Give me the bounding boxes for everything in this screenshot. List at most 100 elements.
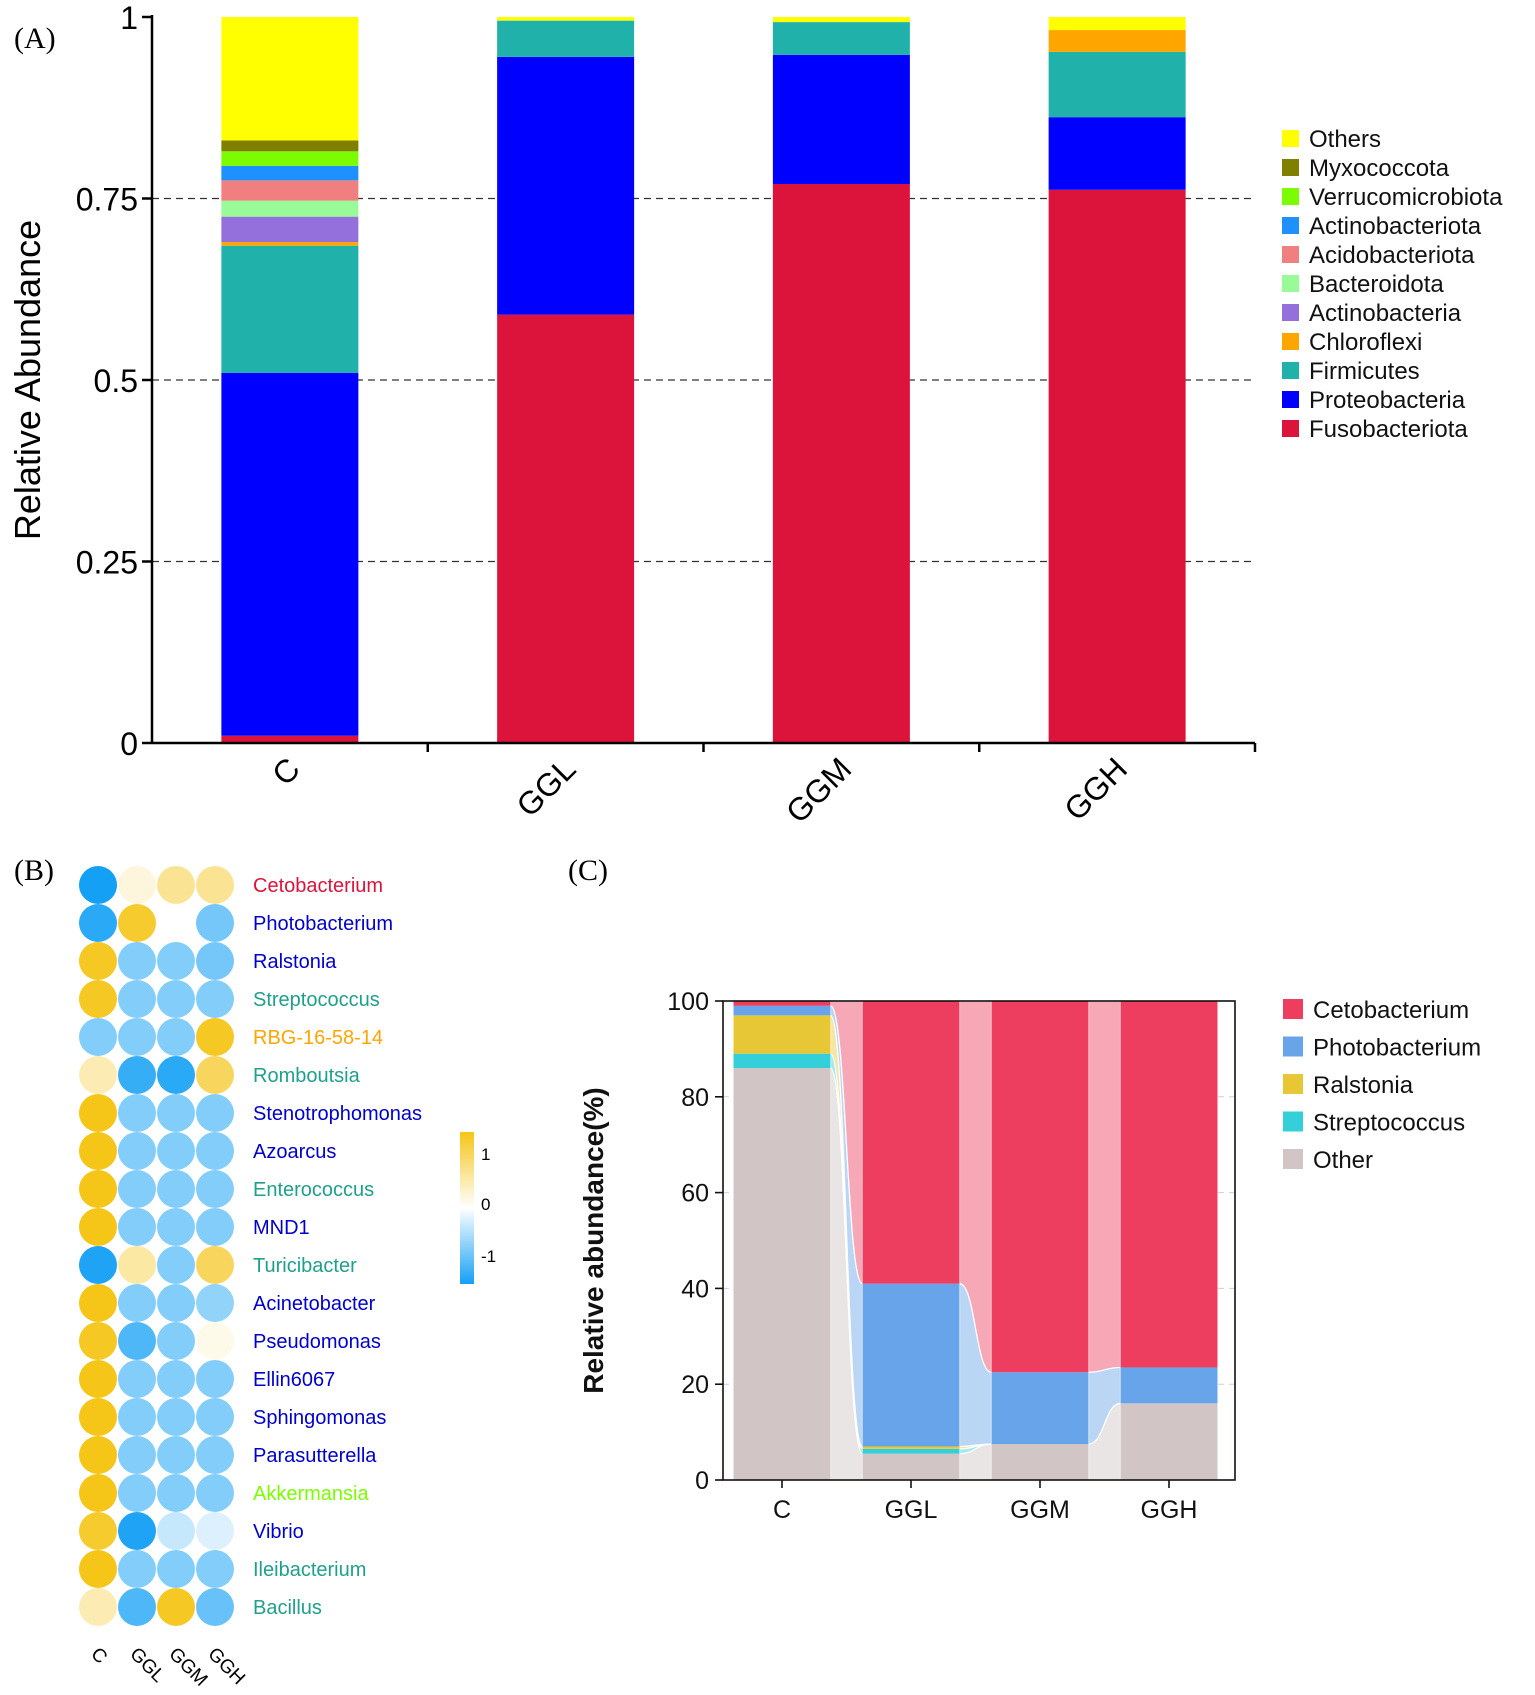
- heatmap-cell: [196, 866, 234, 904]
- legend-label: Other: [1313, 1147, 1373, 1174]
- heatmap-cell: [157, 1436, 195, 1474]
- y-tick-label: 60: [681, 1180, 709, 1208]
- bar-segment: [733, 1053, 831, 1069]
- bar-segment: [862, 1001, 960, 1284]
- legend-label: Streptococcus: [1313, 1110, 1465, 1137]
- legend-swatch: [1282, 217, 1299, 234]
- heatmap-cell: [118, 1018, 156, 1056]
- legend-swatch: [1282, 275, 1299, 292]
- heatmap-cell: [118, 980, 156, 1018]
- legend-swatch: [1282, 188, 1299, 205]
- y-tick-label: 40: [681, 1275, 709, 1303]
- legend-label: Myxococcota: [1309, 155, 1450, 182]
- x-tick-label: GGM: [779, 750, 859, 830]
- heatmap-cell: [196, 1018, 234, 1056]
- bar-segment: [1048, 51, 1186, 118]
- heatmap-row-label: Bacillus: [253, 1597, 322, 1619]
- heatmap-cell: [157, 1094, 195, 1132]
- heatmap-cell: [79, 1436, 117, 1474]
- heatmap-cell: [118, 1588, 156, 1626]
- heatmap-cell: [157, 1170, 195, 1208]
- bar-segment: [221, 140, 359, 152]
- heatmap-cell: [118, 1056, 156, 1094]
- heatmap-cell: [79, 1360, 117, 1398]
- heatmap-cell: [196, 1246, 234, 1284]
- x-tick-label: C: [773, 1496, 791, 1524]
- heatmap-cell: [118, 1246, 156, 1284]
- bar-segment: [221, 242, 359, 246]
- panel-c: (C) 0 20 40 60 80 100 C GGL GGM GGH Relative abund…: [568, 854, 1481, 1524]
- heatmap-cell: [79, 1208, 117, 1246]
- heatmap-cell: [79, 1512, 117, 1550]
- heatmap-row-label: Stenotrophomonas: [253, 1103, 422, 1125]
- heatmap-cell: [157, 1550, 195, 1588]
- heatmap-cell: [196, 1550, 234, 1588]
- heatmap-cell: [79, 866, 117, 904]
- heatmap-row-label: Ralstonia: [253, 951, 337, 973]
- bar-segment: [497, 56, 635, 315]
- heatmap-cell: [118, 1094, 156, 1132]
- colorbar-tick-label: -1: [481, 1247, 496, 1266]
- bar-segment: [221, 735, 359, 743]
- heatmap-row-label: Enterococcus: [253, 1179, 374, 1201]
- legend-swatch: [1283, 1111, 1303, 1132]
- heatmap-row-label: Streptococcus: [253, 989, 380, 1011]
- heatmap-cell: [79, 1474, 117, 1512]
- y-tick-label: 80: [681, 1084, 709, 1112]
- heatmap-column-label: C: [86, 1644, 111, 1669]
- heatmap-cell: [157, 942, 195, 980]
- heatmap-row-label: Turicibacter: [253, 1255, 357, 1277]
- bar-segment: [221, 17, 359, 141]
- heatmap-cell: [118, 1322, 156, 1360]
- legend-label: Actinobacteria: [1309, 300, 1462, 327]
- flow-band: [1087, 1000, 1122, 1373]
- heatmap-cell: [79, 1094, 117, 1132]
- y-tick-label: 0.75: [76, 182, 138, 218]
- heatmap-cell: [157, 1284, 195, 1322]
- y-tick-label: 0.5: [94, 363, 138, 399]
- bar-segment: [733, 1005, 831, 1016]
- heatmap-cell: [157, 1588, 195, 1626]
- bar-segment: [733, 1068, 831, 1480]
- y-tick-label: 0: [120, 726, 138, 762]
- legend-swatch: [1283, 1074, 1303, 1094]
- heatmap-row-label: Pseudomonas: [253, 1331, 381, 1353]
- heatmap-cell: [196, 942, 234, 980]
- heatmap-cell: [79, 1322, 117, 1360]
- legend-swatch: [1282, 246, 1299, 263]
- heatmap-cell: [118, 1208, 156, 1246]
- bar-segment: [221, 245, 359, 373]
- heatmap-row-label: Photobacterium: [253, 913, 393, 935]
- bar-segment: [991, 1001, 1089, 1373]
- bar-segment: [221, 216, 359, 243]
- heatmap-column-label: GGL: [125, 1644, 168, 1687]
- bar-segment: [862, 1448, 960, 1454]
- heatmap-cell: [157, 1246, 195, 1284]
- colorbar-tick-label: 1: [481, 1145, 490, 1164]
- heatmap-cell: [79, 1018, 117, 1056]
- legend-label: Bacteroidota: [1309, 271, 1444, 298]
- heatmap-cell: [157, 1056, 195, 1094]
- heatmap-cell: [157, 1322, 195, 1360]
- heatmap-cell: [118, 1436, 156, 1474]
- heatmap-row-label: Ellin6067: [253, 1369, 335, 1391]
- heatmap-cell: [79, 1398, 117, 1436]
- colorbar: [460, 1132, 474, 1284]
- x-tick-label: C: [265, 750, 307, 792]
- legend-swatch: [1282, 362, 1299, 379]
- heatmap-cell: [79, 1132, 117, 1170]
- bar-segment: [221, 200, 359, 217]
- panel-a: (A) 0 0.25 0.5 0.75 1 C GGL GGM GGH Relative Abun…: [7, 0, 1503, 830]
- panel-c-label: (C): [568, 854, 608, 887]
- heatmap-cell: [118, 904, 156, 942]
- panel-b: (B) Cetobacterium Photobacterium Ralstonia…: [14, 854, 496, 1691]
- x-tick-label: GGH: [1141, 1496, 1198, 1524]
- heatmap-cell: [157, 1360, 195, 1398]
- bar-segment: [1120, 1367, 1218, 1404]
- heatmap-cell: [196, 1322, 234, 1360]
- heatmap-row-label: Azoarcus: [253, 1141, 336, 1163]
- bar-segment: [497, 314, 635, 743]
- heatmap-cell: [196, 1284, 234, 1322]
- heatmap-row-label: MND1: [253, 1217, 310, 1239]
